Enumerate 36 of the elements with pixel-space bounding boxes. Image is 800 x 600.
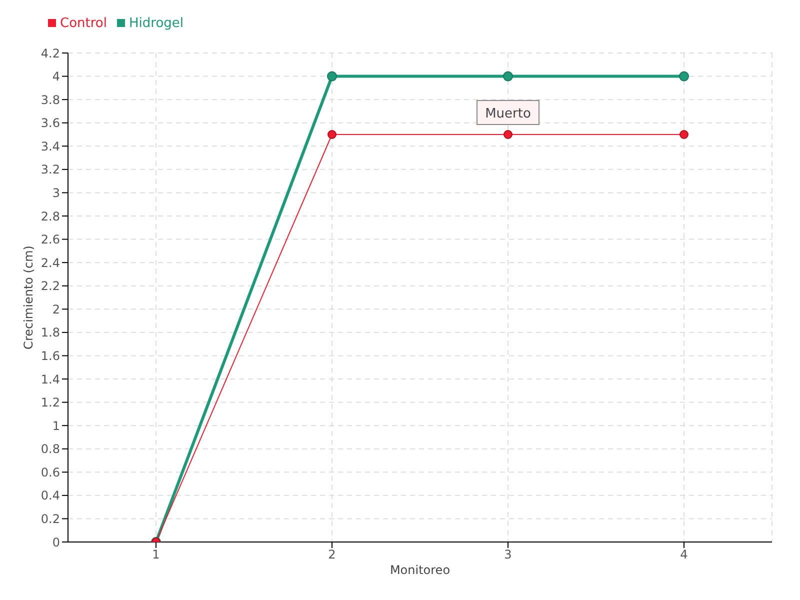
y-tick-label: 2.6 <box>40 232 60 247</box>
annotation: Muerto <box>485 106 531 122</box>
x-tick-label: 4 <box>680 548 688 562</box>
y-tick-label: 0 <box>52 535 60 550</box>
x-axis-title: Monitoreo <box>390 563 450 577</box>
point <box>503 71 513 82</box>
y-tick-label: 3 <box>52 186 60 200</box>
y-tick-label: 3.6 <box>40 116 60 130</box>
y-tick-label: 3.8 <box>40 92 60 107</box>
y-tick-label: 2.2 <box>40 279 60 294</box>
y-tick-label: 1.4 <box>40 372 60 386</box>
legend-label: Hidrogel <box>129 16 184 31</box>
y-tick-label: 0.2 <box>40 512 60 526</box>
y-tick-label: 2 <box>52 302 60 316</box>
x-tick-label: 1 <box>152 548 160 562</box>
point <box>327 71 337 82</box>
y-tick-label: 1 <box>52 418 60 433</box>
point <box>328 130 336 139</box>
x-tick-label: 3 <box>504 548 512 562</box>
y-tick-label: 3.4 <box>40 139 60 154</box>
y-tick-label: 1.6 <box>40 348 60 363</box>
legend-label: Control <box>60 16 107 31</box>
y-axis-title: Crecimiento (cm) <box>21 246 36 350</box>
y-tick-label: 4 <box>52 70 60 84</box>
y-tick-label: 0.6 <box>40 465 60 480</box>
point <box>679 71 689 82</box>
y-tick-label: 4.2 <box>40 46 60 60</box>
y-tick-label: 1.8 <box>40 326 60 340</box>
point <box>680 130 688 139</box>
x-tick-label: 2 <box>328 548 336 562</box>
y-tick-label: 3.2 <box>40 162 60 177</box>
y-tick-label: 0.4 <box>40 488 60 503</box>
y-tick-label: 1.2 <box>40 396 60 410</box>
y-tick-label: 0.8 <box>40 442 60 456</box>
y-tick-label: 2.8 <box>40 209 60 224</box>
y-tick-label: 2.4 <box>40 256 60 270</box>
